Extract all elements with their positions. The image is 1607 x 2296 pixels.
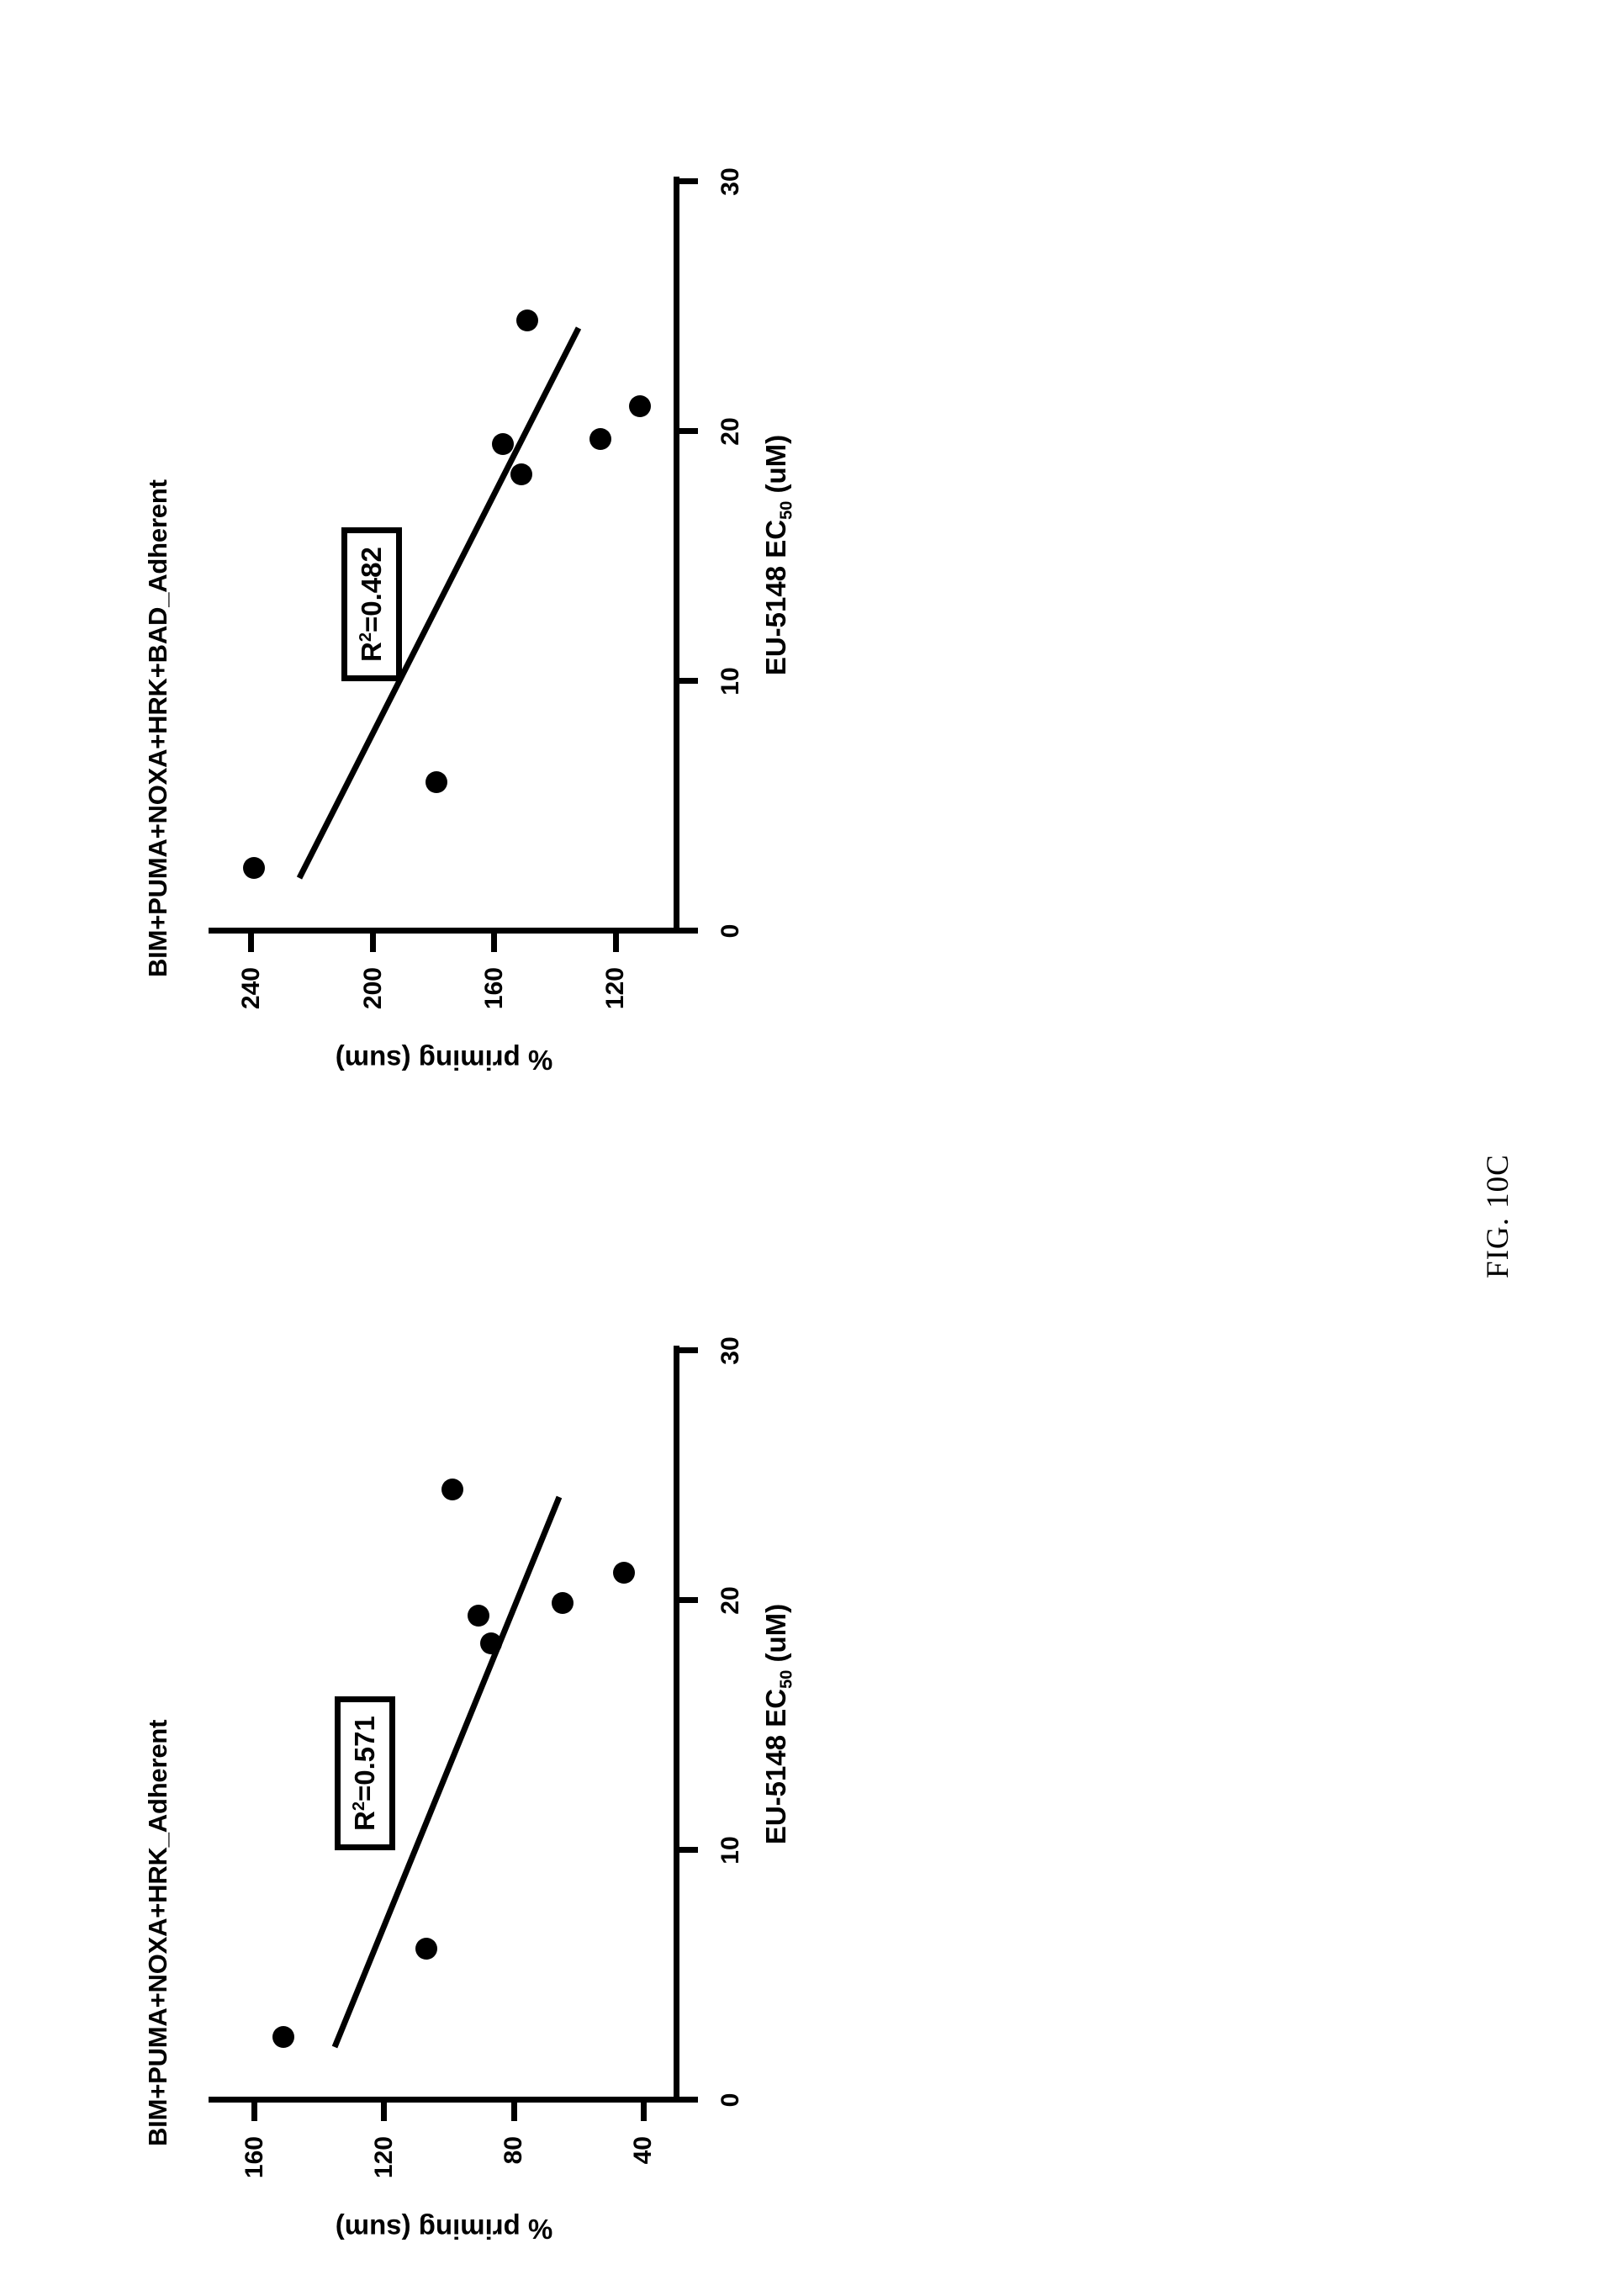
- regression-line-hrk: [331, 1495, 563, 2049]
- r2-exponent-hrk: 2: [350, 1801, 368, 1812]
- chart-panel-hrk: BIM+PUMA+NOXA+HRK_Adherent 0 10 20 30 40: [143, 1253, 796, 2246]
- y-tick-label-bad: 160: [480, 967, 508, 1010]
- y-tick-label-bad: 120: [601, 967, 629, 1010]
- chart-title-hrk: BIM+PUMA+NOXA+HRK_Adherent: [143, 1719, 172, 2146]
- plot-area-hrk: 0 10 20 30 40 80 120 160: [209, 1336, 796, 2245]
- x-axis-title-main-hrk: EU-5148 EC: [760, 1688, 792, 1845]
- x-tick-label-bad: 10: [716, 667, 744, 696]
- r2-value-hrk: =0.571: [349, 1716, 380, 1802]
- x-tick-bad: [679, 928, 698, 934]
- data-point-hrk: [480, 1632, 502, 1654]
- x-tick-bad: [679, 178, 698, 184]
- data-point-hrk: [468, 1605, 489, 1627]
- x-tick-label-hrk: 20: [716, 1586, 744, 1615]
- y-tick-label-bad: 240: [237, 967, 265, 1010]
- x-axis-title-hrk: EU-5148 EC50 (uM): [760, 1604, 797, 1844]
- x-axis-title-main-bad: EU-5148 EC: [760, 519, 792, 676]
- x-axis-title-bad: EU-5148 EC50 (uM): [760, 435, 797, 675]
- data-point-hrk: [613, 1562, 635, 1584]
- data-point-hrk: [552, 1592, 574, 1614]
- r2-prefix-bad: R: [356, 642, 387, 662]
- x-tick-label-hrk: 30: [716, 1336, 744, 1365]
- y-axis-title-hrk: % priming (sum): [335, 2214, 553, 2245]
- x-axis-title-sub-bad: 50: [778, 500, 796, 520]
- r2-prefix-hrk: R: [349, 1811, 380, 1831]
- y-tick-bad: [370, 934, 376, 952]
- data-point-bad: [243, 857, 265, 879]
- x-tick-hrk: [679, 1847, 698, 1853]
- regression-line-bad: [296, 326, 582, 880]
- data-point-bad: [589, 428, 611, 450]
- y-tick-hrk: [641, 2103, 647, 2121]
- x-axis-line-hrk: [674, 1346, 679, 2103]
- y-tick-bad: [248, 934, 254, 952]
- y-axis-line-bad: [209, 928, 679, 934]
- x-tick-hrk: [679, 1597, 698, 1603]
- y-tick-label-hrk: 160: [241, 2136, 268, 2179]
- y-tick-hrk: [251, 2103, 257, 2121]
- x-tick-label-hrk: 0: [716, 2092, 744, 2108]
- x-tick-label-hrk: 10: [716, 1836, 744, 1865]
- r2-annotation-hrk: R2=0.571: [335, 1696, 395, 1850]
- x-axis-title-sub-hrk: 50: [778, 1669, 796, 1689]
- data-point-bad: [492, 433, 514, 455]
- data-point-hrk: [272, 2026, 294, 2048]
- y-tick-hrk: [381, 2103, 387, 2121]
- chart-panel-bad: BIM+PUMA+NOXA+HRK+BAD_Adherent 0 10 20 3…: [143, 84, 796, 1077]
- y-tick-label-hrk: 120: [370, 2136, 398, 2179]
- y-tick-label-hrk: 40: [629, 2136, 657, 2165]
- x-tick-bad: [679, 428, 698, 434]
- x-tick-label-bad: 30: [716, 167, 744, 196]
- data-point-bad: [516, 309, 538, 331]
- x-tick-hrk: [679, 1347, 698, 1353]
- data-point-bad: [426, 771, 447, 793]
- x-axis-title-tail-bad: (uM): [760, 434, 792, 501]
- y-tick-bad: [491, 934, 497, 952]
- plot-area-bad: 0 10 20 30 120 160 200 240: [209, 167, 796, 1076]
- data-point-hrk: [441, 1479, 463, 1500]
- x-tick-hrk: [679, 2097, 698, 2103]
- figure-label: FIG. 10C: [1481, 1154, 1515, 1278]
- x-tick-label-bad: 0: [716, 923, 744, 939]
- data-point-bad: [510, 463, 532, 485]
- y-axis-line-hrk: [209, 2097, 679, 2103]
- y-tick-label-bad: 200: [359, 967, 387, 1010]
- x-tick-label-bad: 20: [716, 417, 744, 446]
- y-tick-bad: [613, 934, 619, 952]
- data-point-bad: [629, 395, 651, 417]
- chart-title-bad: BIM+PUMA+NOXA+HRK+BAD_Adherent: [143, 479, 172, 977]
- x-tick-bad: [679, 678, 698, 684]
- y-tick-hrk: [511, 2103, 517, 2121]
- y-tick-label-hrk: 80: [500, 2136, 527, 2165]
- x-axis-title-tail-hrk: (uM): [760, 1603, 792, 1670]
- y-axis-title-bad: % priming (sum): [335, 1045, 553, 1076]
- r2-value-bad: =0.482: [356, 547, 387, 633]
- x-axis-line-bad: [674, 177, 679, 934]
- r2-exponent-bad: 2: [357, 632, 375, 643]
- r2-annotation-bad: R2=0.482: [341, 527, 402, 681]
- data-point-hrk: [415, 1938, 437, 1960]
